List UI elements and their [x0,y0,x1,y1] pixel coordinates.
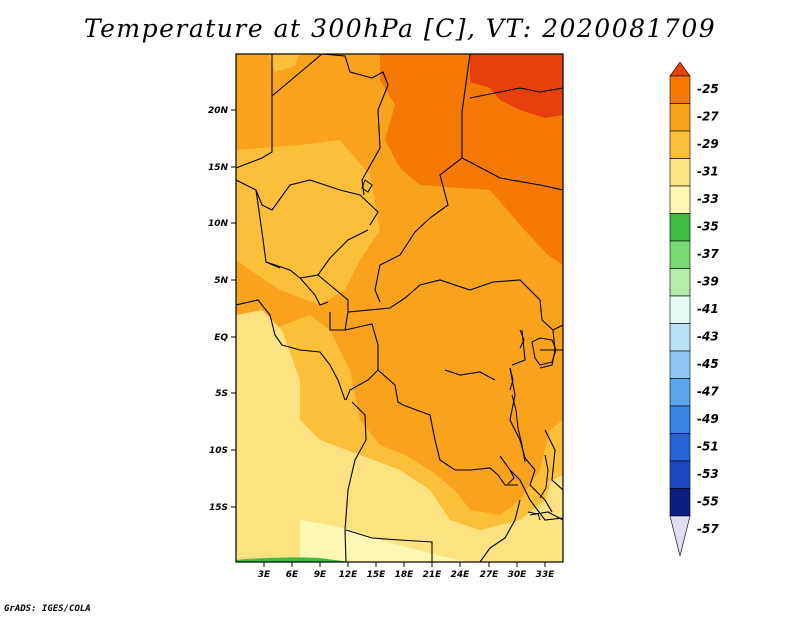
cb-label-6: -35 [697,220,719,234]
cb-label-13: -49 [697,412,719,426]
lat-label-eq: EQ [214,333,228,343]
cb-label-8: -39 [697,275,719,289]
lon-label-18e: 18E [395,570,415,580]
lat-label-20n: 20N [208,106,229,116]
cb-label-12: -47 [697,385,719,399]
colorbar-cell-6 [669,213,691,242]
lake-bangweulu [527,511,541,521]
cb-label-5: -33 [697,192,719,206]
lat-label-15n: 15N [208,163,229,173]
cb-label-2: -27 [697,110,719,124]
lakes [361,179,557,521]
colorbar-cell-8 [669,268,691,297]
cb-label-11: -45 [697,357,719,371]
colorbar-cell-2 [669,103,691,132]
temperature-field [236,54,563,562]
lake-tanganyika [511,394,526,463]
lon-label-15e: 15E [367,570,387,580]
colorbar-cell-11 [669,350,691,379]
colorbar-cell-10 [669,323,691,352]
cb-label-14: -51 [697,440,719,454]
colorbar-cell-7 [669,240,691,269]
colorbar [669,61,691,557]
lon-label-6e: 6E [286,570,299,580]
lat-label-10n: 10N [208,219,229,229]
cb-label-3: -29 [697,137,719,151]
lon-label-9e: 9E [314,570,327,580]
colorbar-cell-12 [669,378,691,407]
lon-label-24e: 24E [451,570,471,580]
lat-label-5n: 5N [214,276,228,286]
country-borders [236,54,563,562]
lon-label-12e: 12E [339,570,359,580]
field-band-35-37 [300,520,470,562]
colorbar-cap-bottom [669,515,691,557]
lake-albert [519,329,525,349]
colorbar-cell-3 [669,130,691,159]
lake-kivu [509,367,514,391]
field-band-33-35 [236,310,563,562]
colorbar-labels: -25 -27 -29 -31 -33 -35 -37 -39 -41 -43 … [697,82,719,536]
lat-label-15s: 15S [209,503,228,513]
cb-label-17: -57 [697,522,719,536]
colorbar-cell-13 [669,405,691,434]
lon-label-21e: 21E [423,570,443,580]
longitude-axis: 3E 6E 9E 12E 15E 18E 21E 24E 27E 30E 33E [258,562,555,580]
colorbar-cell-5 [669,185,691,214]
lon-label-33e: 33E [536,570,556,580]
lake-victoria [531,337,557,366]
colorbar-cell-4 [669,158,691,187]
cb-label-9: -41 [697,302,719,316]
cb-label-4: -31 [697,165,719,179]
cb-label-15: -53 [697,467,719,481]
grads-credit: GrADS: IGES/COLA [4,604,91,614]
colorbar-cell-1 [669,75,691,104]
lon-label-3e: 3E [258,570,271,580]
lon-label-30e: 30E [508,570,528,580]
field-band-31-33-b [268,54,300,72]
lake-malawi [539,454,549,499]
colorbar-cell-16 [669,488,691,517]
lake-mweru [507,469,515,485]
cb-label-16: -55 [697,495,719,509]
map-frame [235,53,564,563]
colorbar-cap-top [669,61,691,77]
lat-label-5s: 5S [215,389,228,399]
colorbar-cell-9 [669,295,691,324]
field-band-below-37 [236,557,350,562]
cb-label-7: -37 [697,247,719,261]
field-band-25-27 [470,54,563,118]
cb-label-1: -25 [697,82,719,96]
latitude-axis: 20N 15N 10N 5N EQ 5S 10S 15S [208,106,236,513]
cb-label-10: -43 [697,330,719,344]
map-title: Temperature at 300hPa [C], VT: 202008170… [83,14,717,43]
colorbar-cell-14 [669,433,691,462]
colorbar-cell-15 [669,460,691,489]
lake-chad [361,179,373,193]
lon-label-27e: 27E [480,570,500,580]
lat-label-10s: 10S [209,446,228,456]
